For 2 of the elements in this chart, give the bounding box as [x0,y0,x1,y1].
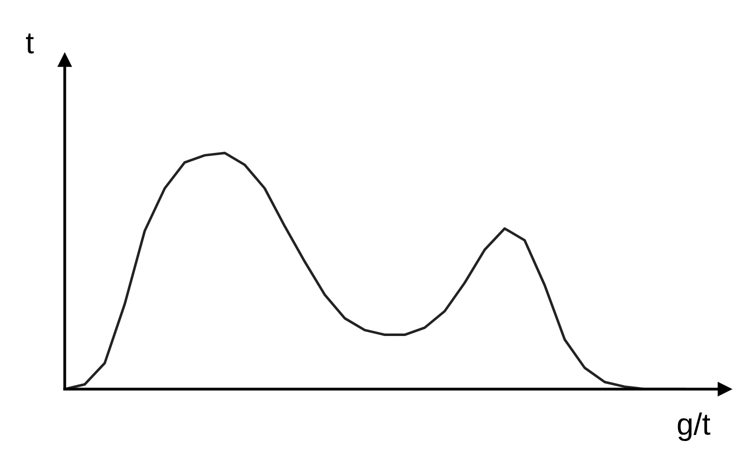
x-axis-title: g/t [678,412,710,441]
y-axis-title: t [26,34,34,54]
